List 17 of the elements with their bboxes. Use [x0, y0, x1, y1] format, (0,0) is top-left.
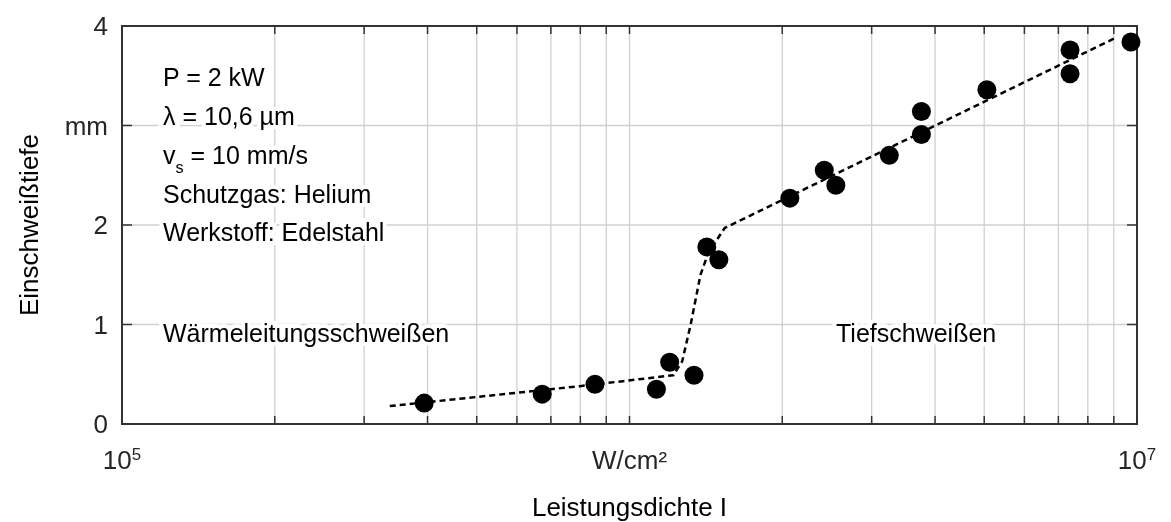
y-tick-label: 4 [93, 11, 108, 41]
x-tick-label: 10$^{5}$ [102, 444, 142, 475]
annotation: Wärmeleitungsschweißen [163, 319, 450, 347]
annotation: v$_{s}$ = 10 mm/s [163, 141, 308, 176]
y-tick-label: 1 [93, 309, 108, 340]
annotation: λ = 10,6 µm [163, 102, 295, 130]
annotation: Tiefschweißen [836, 319, 997, 347]
annotation: Schutzgas: Helium [163, 180, 372, 208]
y-tick-label: 2 [93, 210, 108, 240]
y-tick-label: 0 [93, 409, 108, 439]
x-axis-title: Leistungsdichte I [531, 492, 728, 522]
annotation: P = 2 kW [163, 63, 266, 91]
x-tick-label: W/cm² [591, 445, 668, 475]
y-tick-label: mm [64, 110, 108, 141]
annotation: Werkstoff: Edelstahl [163, 218, 385, 246]
y-axis-title: Einschweißtiefe [14, 133, 44, 317]
x-tick-label: 10$^{7}$ [1117, 444, 1157, 475]
